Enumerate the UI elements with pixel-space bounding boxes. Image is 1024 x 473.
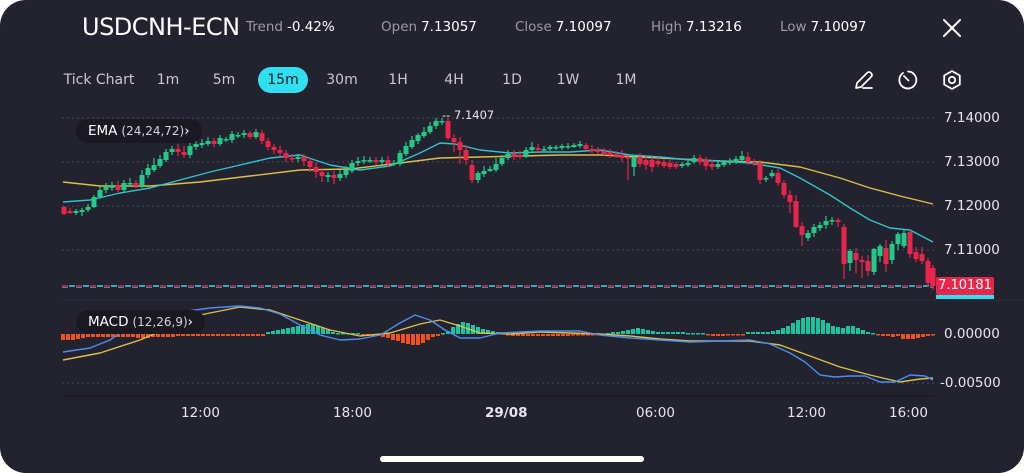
low-value: 7.10097: [810, 19, 867, 35]
open-value: 7.13057: [421, 19, 477, 35]
session-high-value: 7.1407: [453, 108, 495, 122]
chevron-right-icon: ›: [184, 123, 190, 139]
trend-value: -0.42%: [286, 19, 335, 35]
ema-indicator-pill[interactable]: EMA (24,24,72)›: [76, 119, 202, 143]
price-axis-label: 7.11000: [944, 242, 1000, 258]
ema-params: (24,24,72): [121, 124, 185, 138]
macd-name: MACD: [88, 314, 129, 330]
price-axis-label: 7.12000: [944, 198, 1000, 214]
price-axis-label: 7.13000: [944, 154, 1000, 170]
timeframe-1h[interactable]: 1H: [388, 72, 408, 88]
macd-axis-label: -0.00500: [940, 375, 1001, 391]
timeframe-15m[interactable]: 15m: [258, 67, 308, 93]
timeframe-1m[interactable]: 1m: [156, 72, 180, 88]
time-axis-label: 29/08: [485, 405, 528, 421]
close-stat: Close 7.10097: [515, 19, 612, 35]
session-high-label: -- 7.1407: [442, 108, 495, 122]
macd-axis-label: 0.00000: [944, 326, 1000, 342]
timeframe-5m[interactable]: 5m: [212, 72, 236, 88]
timeframe-1w[interactable]: 1W: [556, 72, 580, 88]
current-price-underline: [936, 295, 994, 299]
timeframe-4h[interactable]: 4H: [444, 72, 464, 88]
high-label: High: [651, 19, 683, 35]
low-stat: Low 7.10097: [780, 19, 866, 35]
macd-indicator-pill[interactable]: MACD (12,26,9)›: [76, 310, 206, 334]
close-icon[interactable]: [940, 16, 964, 40]
open-label: Open: [381, 19, 418, 35]
timeframe-30m[interactable]: 30m: [326, 72, 358, 88]
close-value: 7.10097: [555, 19, 612, 35]
time-axis-label: 18:00: [333, 405, 372, 421]
close-label: Close: [515, 19, 552, 35]
high-stat: High 7.13216: [651, 19, 742, 35]
chevron-right-icon: ›: [187, 314, 194, 330]
current-price-tag: 7.10181: [936, 277, 994, 295]
symbol-title: USDCNH-ECN: [82, 13, 240, 41]
timer-icon[interactable]: [896, 68, 920, 92]
high-value: 7.13216: [686, 19, 742, 35]
price-axis-label: 7.14000: [944, 110, 1000, 126]
timeframe-tick-chart[interactable]: Tick Chart: [63, 72, 135, 88]
time-axis-label: 12:00: [787, 405, 826, 421]
timeframe-bar: Tick Chart 1m 5m 15m 30m 1H 4H 1D 1W 1M: [0, 67, 1024, 93]
time-axis-label: 16:00: [889, 405, 928, 421]
open-stat: Open 7.13057: [381, 19, 477, 35]
settings-hexagon-icon[interactable]: [940, 68, 964, 92]
header: USDCNH-ECN Trend -0.42% Open 7.13057 Close…: [0, 0, 1024, 58]
time-axis-label: 12:00: [181, 405, 220, 421]
trend-stat: Trend -0.42%: [246, 19, 335, 35]
macd-params: (12,26,9): [132, 315, 188, 329]
time-axis-label: 06:00: [636, 405, 675, 421]
low-label: Low: [780, 19, 807, 35]
timeframe-1d[interactable]: 1D: [502, 72, 522, 88]
home-indicator[interactable]: [380, 456, 644, 462]
draw-icon[interactable]: [852, 68, 876, 92]
ema-name: EMA: [88, 123, 118, 139]
timeframe-1m[interactable]: 1M: [615, 72, 637, 88]
trend-label: Trend: [246, 19, 283, 35]
